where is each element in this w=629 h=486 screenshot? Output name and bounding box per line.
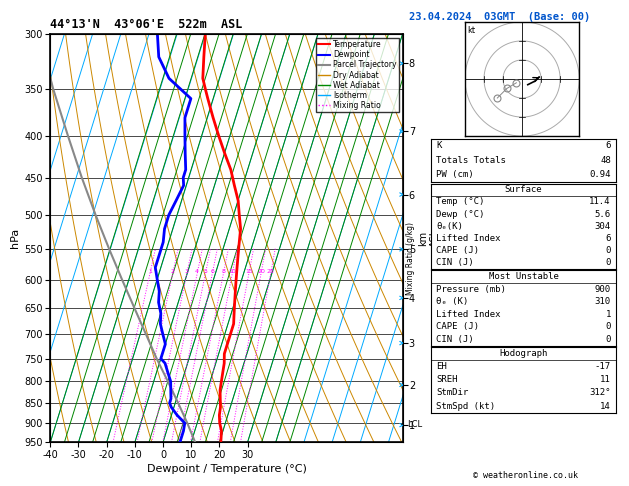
Text: 3: 3: [185, 269, 189, 274]
Text: 900: 900: [595, 284, 611, 294]
Text: 5: 5: [204, 269, 208, 274]
Text: CAPE (J): CAPE (J): [437, 246, 479, 255]
Text: 4: 4: [195, 269, 199, 274]
Text: StmDir: StmDir: [437, 388, 469, 398]
Text: 5.6: 5.6: [595, 209, 611, 219]
Text: CIN (J): CIN (J): [437, 335, 474, 344]
Text: Most Unstable: Most Unstable: [489, 272, 559, 281]
Y-axis label: hPa: hPa: [10, 228, 20, 248]
Text: CIN (J): CIN (J): [437, 258, 474, 267]
Text: 25: 25: [267, 269, 275, 274]
Text: Temp (°C): Temp (°C): [437, 197, 485, 207]
X-axis label: Dewpoint / Temperature (°C): Dewpoint / Temperature (°C): [147, 464, 306, 474]
Text: 48: 48: [600, 156, 611, 165]
Text: 11: 11: [600, 375, 611, 384]
Text: 10: 10: [228, 269, 236, 274]
Text: -17: -17: [595, 362, 611, 371]
Text: 304: 304: [595, 222, 611, 231]
Text: Lifted Index: Lifted Index: [437, 310, 501, 319]
Text: θₑ (K): θₑ (K): [437, 297, 469, 306]
Text: 0: 0: [606, 246, 611, 255]
Text: 23.04.2024  03GMT  (Base: 00): 23.04.2024 03GMT (Base: 00): [409, 12, 591, 22]
Text: θₑ(K): θₑ(K): [437, 222, 464, 231]
Text: 8: 8: [221, 269, 225, 274]
Text: 312°: 312°: [589, 388, 611, 398]
Text: 0: 0: [606, 322, 611, 331]
Text: 2: 2: [170, 269, 175, 274]
Text: 11.4: 11.4: [589, 197, 611, 207]
Text: 6: 6: [606, 234, 611, 243]
Text: 1: 1: [606, 310, 611, 319]
Text: 310: 310: [595, 297, 611, 306]
Text: Dewp (°C): Dewp (°C): [437, 209, 485, 219]
Legend: Temperature, Dewpoint, Parcel Trajectory, Dry Adiabat, Wet Adiabat, Isotherm, Mi: Temperature, Dewpoint, Parcel Trajectory…: [316, 38, 399, 112]
Text: 44°13'N  43°06'E  522m  ASL: 44°13'N 43°06'E 522m ASL: [50, 18, 243, 32]
Text: Surface: Surface: [505, 185, 542, 194]
Text: 15: 15: [245, 269, 253, 274]
Text: 6: 6: [210, 269, 214, 274]
Text: 0: 0: [606, 258, 611, 267]
Text: CAPE (J): CAPE (J): [437, 322, 479, 331]
Text: SREH: SREH: [437, 375, 458, 384]
Text: 20: 20: [257, 269, 265, 274]
Text: © weatheronline.co.uk: © weatheronline.co.uk: [473, 471, 577, 480]
Text: 6: 6: [606, 141, 611, 150]
Text: Totals Totals: Totals Totals: [437, 156, 506, 165]
Text: PW (cm): PW (cm): [437, 171, 474, 179]
Text: StmSpd (kt): StmSpd (kt): [437, 401, 496, 411]
Text: kt: kt: [467, 26, 475, 35]
Text: 14: 14: [600, 401, 611, 411]
Text: 0.94: 0.94: [589, 171, 611, 179]
Text: Hodograph: Hodograph: [499, 349, 548, 358]
Text: EH: EH: [437, 362, 447, 371]
Text: Lifted Index: Lifted Index: [437, 234, 501, 243]
Y-axis label: km
ASL: km ASL: [418, 229, 440, 247]
Text: LCL: LCL: [407, 420, 422, 429]
Text: 1: 1: [148, 269, 152, 274]
Text: 0: 0: [606, 335, 611, 344]
Text: K: K: [437, 141, 442, 150]
Text: Pressure (mb): Pressure (mb): [437, 284, 506, 294]
Text: Mixing Ratio (g/kg): Mixing Ratio (g/kg): [406, 222, 415, 295]
